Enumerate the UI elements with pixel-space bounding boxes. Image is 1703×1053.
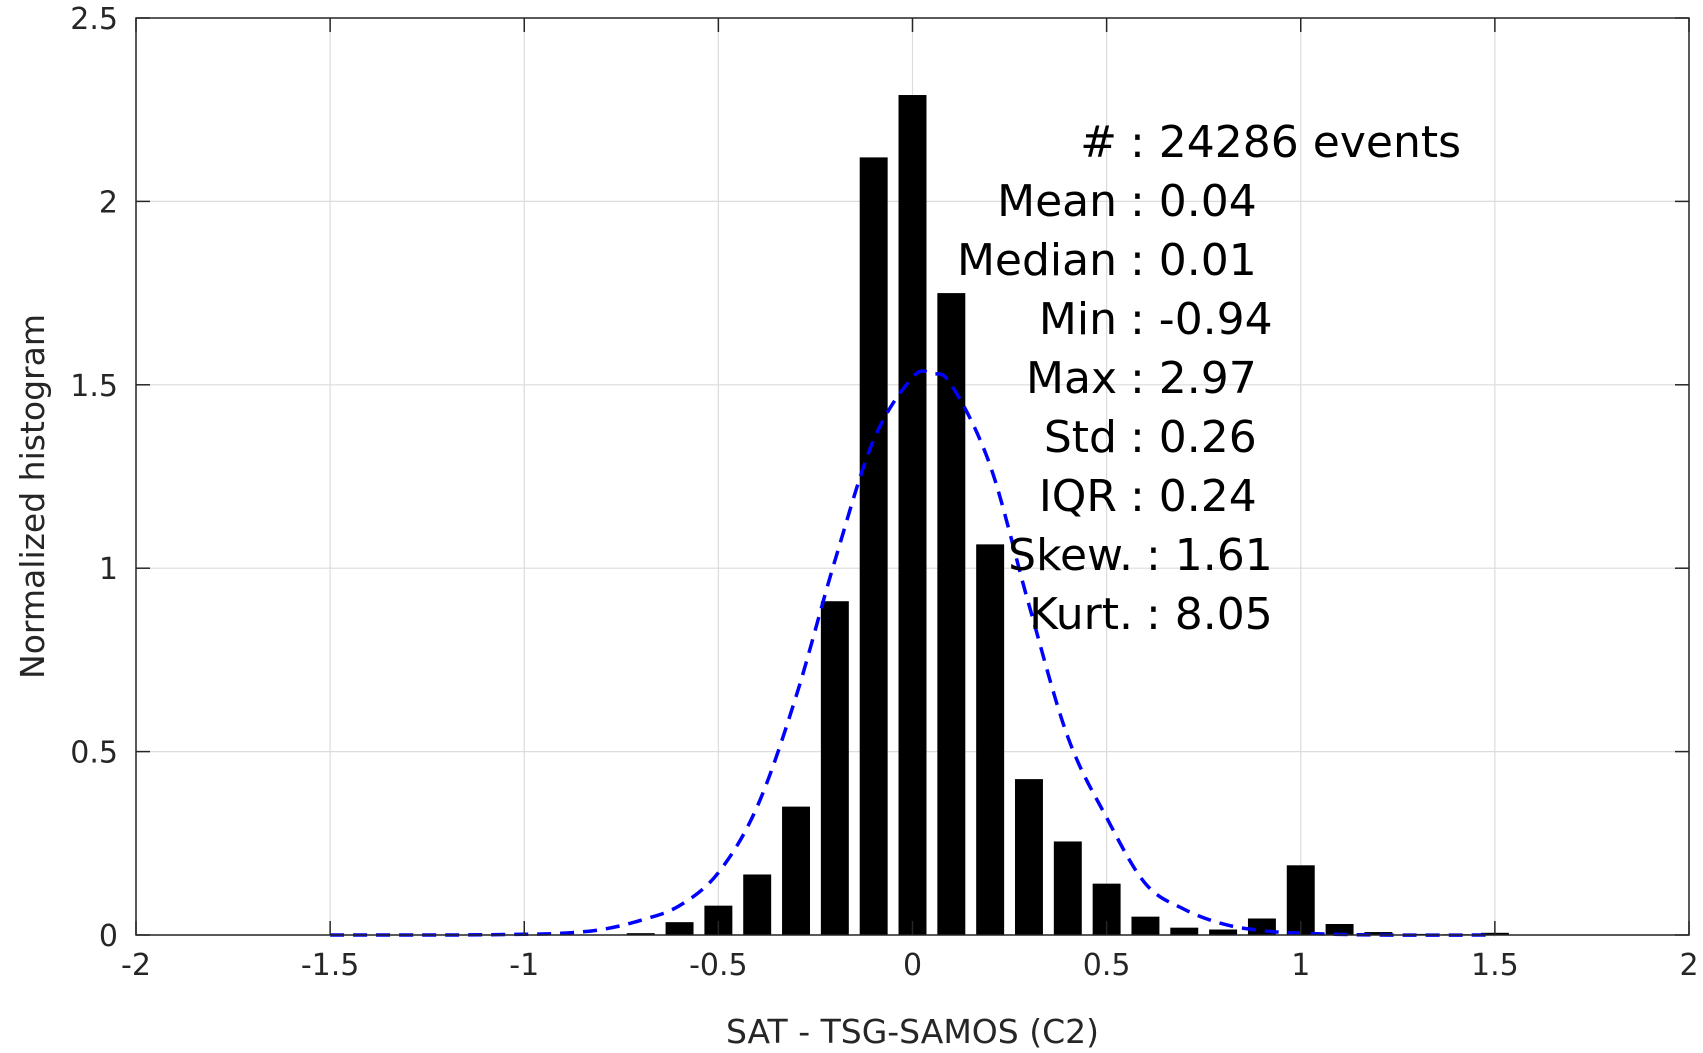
stats-row: Median : 0.01 (957, 235, 1257, 286)
histogram-bar (626, 933, 655, 935)
histogram-bar (1209, 929, 1238, 935)
histogram-bar (937, 293, 966, 936)
histogram-bar (976, 544, 1005, 935)
stats-row: Mean : 0.04 (997, 176, 1257, 227)
x-tick-label: 0.5 (1083, 948, 1131, 983)
histogram-bar (1170, 927, 1199, 935)
stats-row-label: Median (957, 235, 1117, 286)
stats-row-value: : 1.61 (1146, 530, 1273, 581)
stats-row-value: : 2.97 (1130, 353, 1257, 404)
stats-row: Skew. : 1.61 (1008, 530, 1273, 581)
stats-row-value: : 0.04 (1130, 176, 1257, 227)
axis-ticks (135, 17, 1690, 936)
x-tick-labels: -2 -1.5 -1 -0.5 0 0.5 1 1.5 2 (121, 948, 1699, 983)
histogram-bars (626, 95, 1509, 936)
x-tick-label: 0 (903, 948, 922, 983)
stats-row-value: : 0.24 (1130, 471, 1257, 522)
stats-row-label: Mean (997, 176, 1117, 227)
stats-row-value: : -0.94 (1130, 294, 1273, 345)
stats-row-value: : 8.05 (1146, 589, 1273, 640)
y-tick-label: 2 (99, 185, 118, 220)
x-tick-label: 1.5 (1471, 948, 1519, 983)
stats-row: IQR : 0.24 (1039, 471, 1257, 522)
stats-row-label: Skew. (1008, 530, 1133, 581)
y-tick-label: 1.5 (70, 369, 118, 404)
stats-row-label: # (1080, 117, 1117, 168)
y-tick-label: 0 (99, 919, 118, 954)
histogram-bar (1364, 932, 1393, 935)
x-axis-label: SAT - TSG-SAMOS (C2) (726, 1012, 1099, 1051)
histogram-bar (1325, 923, 1354, 935)
x-tick-label: -0.5 (689, 948, 748, 983)
x-tick-label: 1 (1291, 948, 1310, 983)
stats-row-value: : 0.26 (1130, 412, 1257, 463)
histogram-bar (743, 874, 772, 935)
histogram-bar (1014, 779, 1043, 935)
x-tick-label: -2 (121, 948, 151, 983)
stats-row: # : 24286 events (1080, 117, 1461, 168)
y-tick-label: 1 (99, 552, 118, 587)
stats-row-label: Max (1026, 353, 1117, 404)
fit-curve (330, 369, 1495, 937)
stats-row: Kurt. : 8.05 (1029, 589, 1273, 640)
histogram-bar (859, 157, 888, 935)
stats-row-label: Min (1039, 294, 1117, 345)
y-tick-label: 0.5 (70, 736, 118, 771)
histogram-bar (782, 806, 811, 935)
histogram-bar (820, 601, 849, 935)
x-tick-label: -1.5 (301, 948, 360, 983)
x-tick-label: -1 (509, 948, 539, 983)
stats-row-label: IQR (1039, 471, 1117, 522)
stats-row-value: : 24286 events (1130, 117, 1461, 168)
stats-annotation: # : 24286 events Mean : 0.04 Median : 0.01… (957, 117, 1461, 640)
stats-row-label: Std (1044, 412, 1117, 463)
y-axis-label: Normalized histogram (13, 314, 52, 679)
histogram-bar (665, 922, 694, 935)
histogram-bar (1131, 916, 1160, 935)
y-tick-label: 2.5 (70, 2, 118, 37)
stats-row: Min : -0.94 (1039, 294, 1273, 345)
histogram-bar (1053, 841, 1082, 935)
stats-row: Std : 0.26 (1044, 412, 1257, 463)
y-tick-labels: 0 0.5 1 1.5 2 2.5 (70, 2, 118, 954)
x-tick-label: 2 (1679, 948, 1698, 983)
stats-row: Max : 2.97 (1026, 353, 1257, 404)
histogram-bar (898, 95, 927, 935)
stats-row-label: Kurt. (1029, 589, 1133, 640)
stats-row-value: : 0.01 (1130, 235, 1257, 286)
